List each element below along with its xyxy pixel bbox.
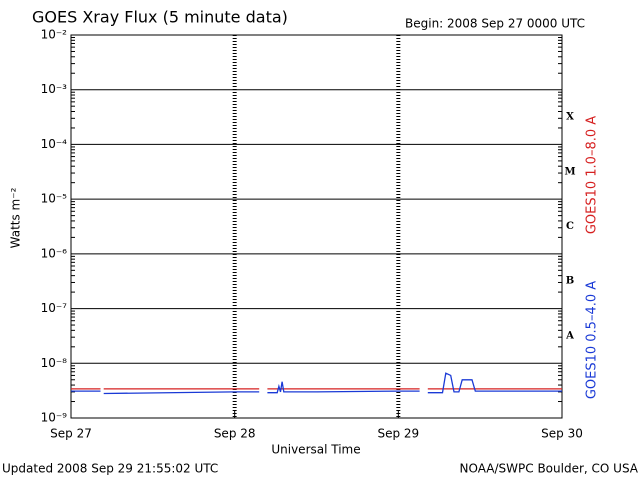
y-tick-label: 10⁻⁸ <box>41 356 68 370</box>
flare-class-label: M <box>564 166 575 177</box>
x-axis-label: Universal Time <box>271 443 360 457</box>
x-tick-label: Sep 27 <box>50 427 92 441</box>
chart-subtitle: Begin: 2008 Sep 27 0000 UTC <box>405 17 585 31</box>
y-tick-label: 10⁻⁶ <box>41 246 68 260</box>
x-tick-label: Sep 29 <box>377 427 419 441</box>
legend-entry: GOES10 0.5–4.0 A <box>585 281 600 399</box>
y-tick-label: 10⁻³ <box>41 82 68 96</box>
footer-left: Updated 2008 Sep 29 21:55:02 UTC <box>2 462 218 476</box>
flare-class-label: C <box>566 221 574 232</box>
chart-title: GOES Xray Flux (5 minute data) <box>32 8 288 27</box>
y-axis-label: Watts m⁻² <box>9 187 23 248</box>
x-tick-label: Sep 28 <box>214 427 256 441</box>
y-tick-label: 10⁻⁹ <box>41 411 68 425</box>
flare-class-label: B <box>566 276 574 287</box>
y-tick-label: 10⁻⁵ <box>41 192 68 206</box>
x-tick-label: Sep 30 <box>541 427 583 441</box>
y-tick-label: 10⁻⁷ <box>41 301 68 315</box>
legend-entry: GOES10 1.0–8.0 A <box>585 116 600 234</box>
plot-frame <box>70 34 563 419</box>
y-tick-label: 10⁻⁴ <box>41 137 68 151</box>
footer-right: NOAA/SWPC Boulder, CO USA <box>460 462 639 476</box>
flare-class-label: X <box>566 112 574 123</box>
series-line <box>71 372 562 395</box>
flare-class-label: A <box>565 330 574 341</box>
y-tick-label: 10⁻² <box>41 28 68 42</box>
